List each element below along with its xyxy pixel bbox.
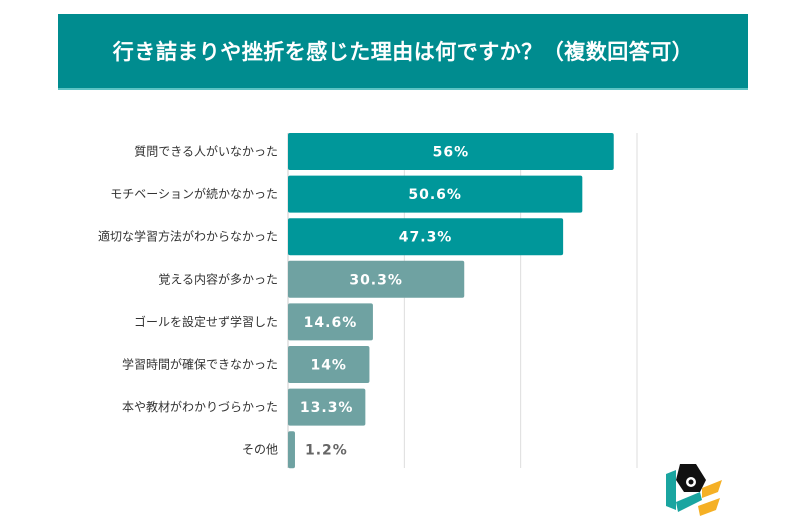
category-label: 本や教材がわかりづらかった	[122, 399, 278, 414]
company-logo	[666, 464, 722, 516]
bar	[288, 303, 373, 341]
value-label: 50.6%	[408, 187, 462, 203]
category-label: ゴールを設定せず学習した	[134, 314, 278, 329]
category-label: その他	[242, 443, 278, 457]
value-label: 14%	[310, 358, 347, 374]
bar	[288, 175, 583, 213]
category-label: 覚える内容が多かった	[158, 271, 278, 286]
chart-title-band: 行き詰まりや挫折を感じた理由は何ですか？（複数回答可）	[58, 14, 748, 90]
category-label: モチベーションが続かなかった	[110, 186, 278, 201]
value-label: 1.2%	[305, 443, 348, 459]
value-label: 14.6%	[304, 315, 358, 331]
bar	[288, 218, 564, 256]
value-label: 30.3%	[349, 272, 403, 288]
bar	[288, 388, 366, 426]
bar	[288, 346, 370, 383]
bar	[288, 133, 614, 170]
category-label: 学習時間が確保できなかった	[122, 357, 278, 372]
value-label: 13.3%	[300, 400, 354, 416]
chart-title: 行き詰まりや挫折を感じた理由は何ですか？（複数回答可）	[112, 40, 694, 64]
bar	[288, 260, 465, 298]
value-label: 47.3%	[399, 230, 453, 246]
bar	[288, 431, 295, 469]
value-label: 56%	[433, 145, 470, 161]
category-label: 質問できる人がいなかった	[134, 144, 278, 159]
category-label: 適切な学習方法がわからなかった	[98, 229, 278, 244]
